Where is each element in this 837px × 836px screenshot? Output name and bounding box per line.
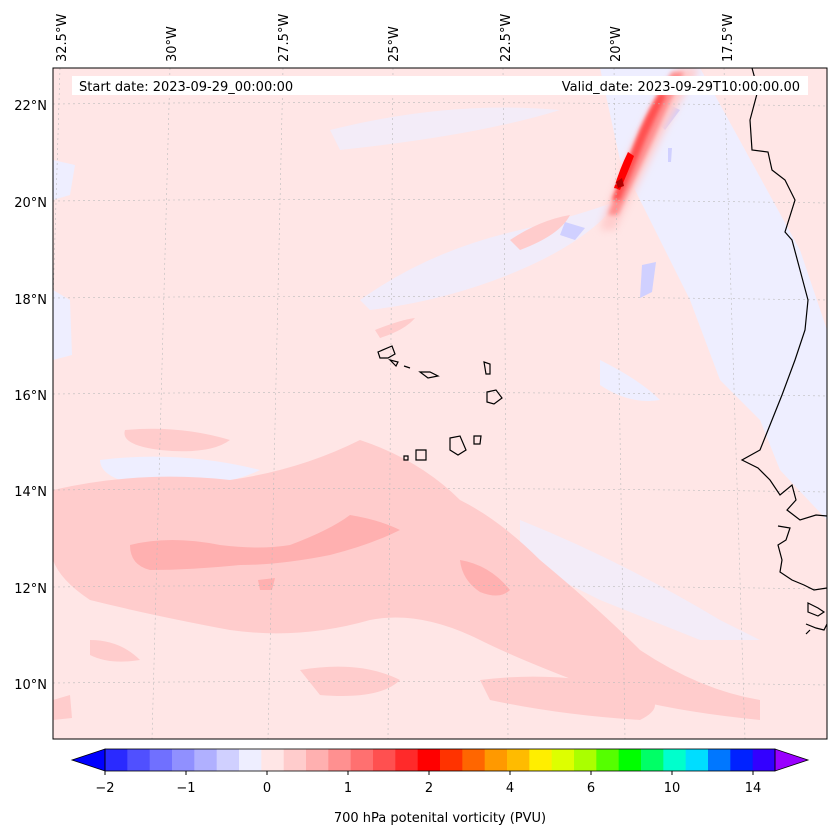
pv-filament <box>600 68 700 230</box>
lat-label: 12°N <box>14 582 47 597</box>
colorbar-cell <box>574 749 597 771</box>
colorbar-tick-labels: −2 −1 0 1 2 4 6 10 14 <box>95 781 761 796</box>
colorbar-cell <box>283 749 307 771</box>
lat-label: 22°N <box>14 99 47 114</box>
lat-label: 16°N <box>14 389 47 404</box>
colorbar-tick-label: −2 <box>95 781 114 796</box>
colorbar-tick-label: 2 <box>425 781 433 796</box>
colorbar-cell <box>172 749 195 771</box>
colorbar-cell <box>127 749 151 771</box>
colorbar-cell <box>350 749 374 771</box>
colorbar-cells <box>105 749 776 771</box>
colorbar-cell <box>239 749 262 771</box>
colorbar-cell <box>484 749 508 771</box>
colorbar-cell <box>641 749 664 771</box>
lat-label: 10°N <box>14 678 47 693</box>
colorbar-label: 700 hPa potenital vorticity (PVU) <box>334 811 546 826</box>
annotation-band <box>72 76 808 95</box>
colorbar-cell <box>618 749 642 771</box>
valid-date-label: Valid_date: 2023-09-29T10:00:00.00 <box>562 80 800 95</box>
colorbar-cell <box>507 749 530 771</box>
colorbar-cell <box>395 749 419 771</box>
colorbar-cell <box>752 749 776 771</box>
lon-label: 27.5°W <box>277 14 292 62</box>
colorbar-cell <box>306 749 329 771</box>
colorbar-cell <box>261 749 285 771</box>
lon-label: 17.5°W <box>721 14 736 62</box>
colorbar-min-extend <box>70 748 106 772</box>
colorbar-max-extend <box>774 748 810 772</box>
longitude-labels: 32.5°W 30°W 27.5°W 25°W 22.5°W 20°W 17.5… <box>55 14 736 62</box>
colorbar-cell <box>328 749 352 771</box>
colorbar-cell <box>216 749 240 771</box>
lat-label: 18°N <box>14 293 47 308</box>
colorbar: −2 −1 0 1 2 4 6 10 14 700 hPa potenital … <box>70 748 810 826</box>
colorbar-tick-label: 1 <box>344 781 352 796</box>
colorbar-tick-label: 6 <box>587 781 595 796</box>
map-frame <box>52 67 828 740</box>
colorbar-cell <box>685 749 709 771</box>
colorbar-cell <box>105 749 128 771</box>
lon-label: 25°W <box>387 26 402 62</box>
gridlines <box>53 68 827 739</box>
colorbar-cell <box>529 749 553 771</box>
colorbar-tick-label: −1 <box>176 781 195 796</box>
colorbar-tick-label: 10 <box>664 781 681 796</box>
colorbar-cell <box>596 749 620 771</box>
colorbar-cell <box>373 749 396 771</box>
colorbar-tick-label: 4 <box>506 781 514 796</box>
colorbar-cell <box>417 749 441 771</box>
lat-label: 14°N <box>14 485 47 500</box>
positive-pv-bands <box>53 215 760 720</box>
colorbar-cell <box>730 749 754 771</box>
start-date-label: Start date: 2023-09-29_00:00:00 <box>79 80 293 95</box>
coastlines <box>377 68 827 635</box>
moderate-pv-bands <box>130 515 510 596</box>
colorbar-cell <box>551 749 575 771</box>
colorbar-cell <box>194 749 218 771</box>
lon-label: 32.5°W <box>55 14 70 62</box>
lon-label: 30°W <box>165 26 180 62</box>
colorbar-tick-label: 0 <box>263 781 271 796</box>
lon-label: 20°W <box>609 26 624 62</box>
colorbar-cell <box>708 749 731 771</box>
latitude-labels: 22°N 20°N 18°N 16°N 14°N 12°N 10°N <box>14 99 47 693</box>
colorbar-tick-label: 14 <box>745 781 762 796</box>
map-panel: Start date: 2023-09-29_00:00:00 Valid_da… <box>53 68 827 739</box>
lon-label: 22.5°W <box>499 14 514 62</box>
colorbar-cell <box>440 749 463 771</box>
colorbar-cell <box>149 749 173 771</box>
colorbar-frame <box>104 748 776 772</box>
lat-label: 20°N <box>14 196 47 211</box>
colorbar-cell <box>663 749 687 771</box>
colorbar-cell <box>462 749 486 771</box>
colorbar-ticks <box>104 771 754 775</box>
